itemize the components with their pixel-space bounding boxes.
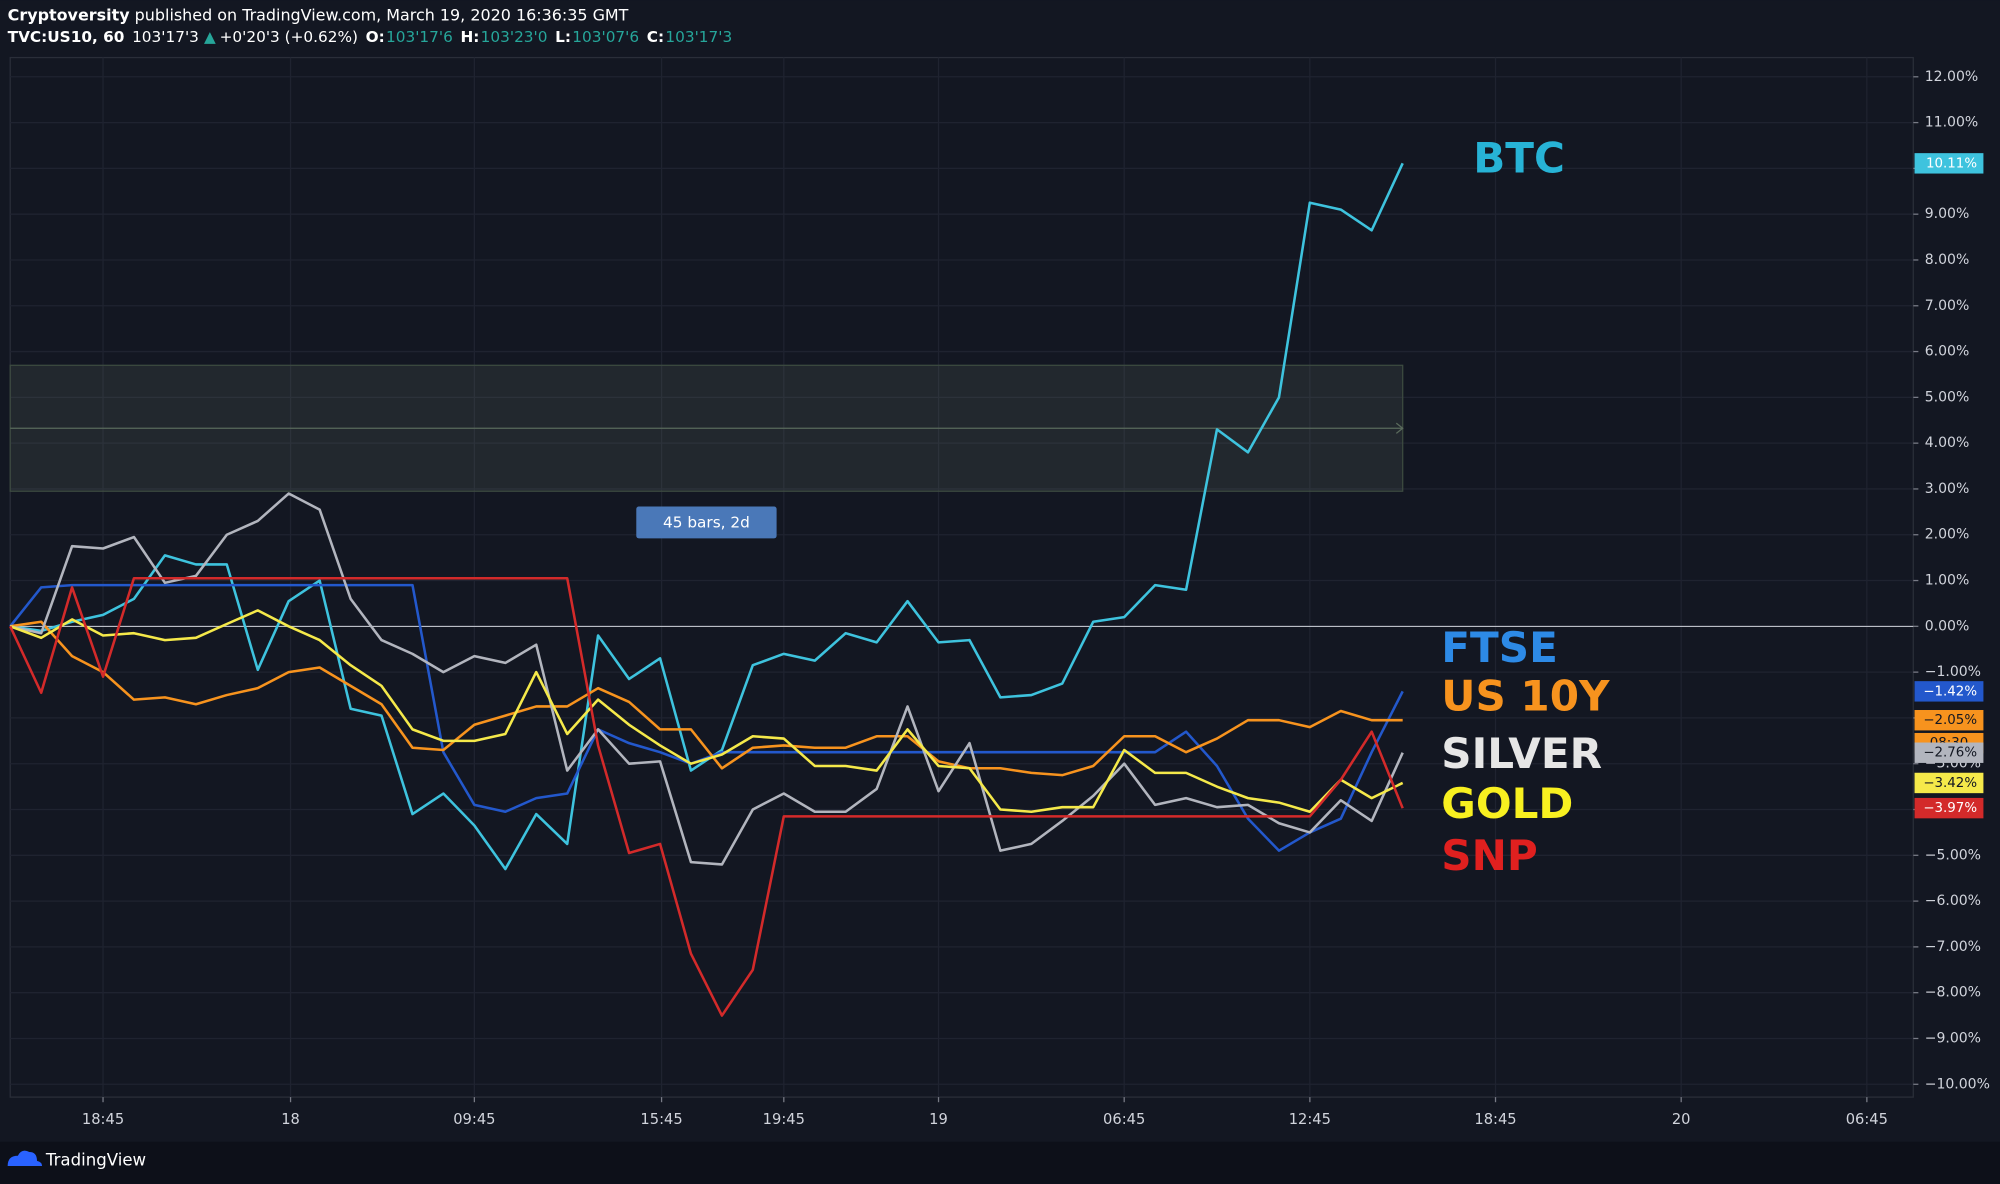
change: +0'20'3 (+0.62%) <box>220 28 358 46</box>
y-tick-label: 11.00% <box>1925 115 1978 131</box>
ohlc-label: C: <box>647 28 664 46</box>
author: Cryptoversity <box>8 5 131 24</box>
y-tick-label: 1.00% <box>1925 573 1970 589</box>
legend-label: SNP <box>1441 831 1537 880</box>
y-tick-label: −7.00% <box>1925 939 1981 955</box>
price-tag <box>1914 797 1984 819</box>
series-line <box>9 609 1404 814</box>
y-tick-label: −8.00% <box>1925 985 1981 1001</box>
x-tick-label: 06:45 <box>1846 1111 1888 1128</box>
series-line <box>10 620 1403 777</box>
ohlc-value: 103'07'6 <box>572 28 639 46</box>
legend-label: SILVER <box>1441 729 1602 778</box>
measure-label-box <box>636 506 777 539</box>
price-tag-label: −2.05% <box>1923 713 1977 728</box>
x-tick-label: 19 <box>929 1111 948 1128</box>
y-tick-label: 8.00% <box>1925 252 1970 268</box>
y-tick-label: 5.00% <box>1925 389 1970 405</box>
plot-area <box>9 56 1914 1098</box>
price-tag-label: −3.42% <box>1923 776 1977 791</box>
y-tick-label: −9.00% <box>1925 1030 1981 1046</box>
series-line <box>9 492 1404 866</box>
x-tick-label: 18:45 <box>82 1111 124 1128</box>
x-tick-label: 09:45 <box>453 1111 495 1128</box>
y-tick-label: 6.00% <box>1925 344 1970 360</box>
price-tag-label: −1.42% <box>1923 684 1977 699</box>
y-tick-label: 9.00% <box>1925 206 1970 222</box>
published: published on TradingView.com, March 19, … <box>135 5 629 24</box>
brand: TradingView <box>45 1150 146 1169</box>
price-tag <box>1914 710 1984 731</box>
ohlc-value: 103'17'3 <box>665 28 732 46</box>
x-tick-label: 18:45 <box>1474 1111 1516 1128</box>
price-tag <box>1914 742 1984 763</box>
y-tick-label: 3.00% <box>1925 481 1970 497</box>
y-tick-label: 7.00% <box>1925 298 1970 314</box>
measure-label: 45 bars, 2d <box>663 514 750 532</box>
ohlc-label: H: <box>460 28 479 46</box>
footer-bar <box>0 1141 2000 1184</box>
price-tag <box>1914 681 1984 702</box>
ohlc-value: 103'23'0 <box>481 28 548 46</box>
measure-arrow <box>1395 422 1404 434</box>
price-tag-label: 10.11% <box>1926 156 1977 171</box>
price: 103'17'3 <box>132 28 199 46</box>
price-tag <box>1914 153 1984 174</box>
ohlc-value: 103'17'6 <box>386 28 453 46</box>
x-tick-label: 20 <box>1672 1111 1691 1128</box>
y-tick-label: 4.00% <box>1925 435 1970 451</box>
change-arrow: ▲ <box>204 28 216 46</box>
series-line <box>9 576 1404 1017</box>
y-tick-label: −6.00% <box>1925 893 1981 909</box>
y-tick-label: 12.00% <box>1925 69 1978 85</box>
y-tick-label: 2.00% <box>1925 527 1970 543</box>
x-tick-label: 06:45 <box>1103 1111 1145 1128</box>
x-tick-label: 19:45 <box>763 1111 805 1128</box>
symbol: TVC:US10, 60 <box>8 28 125 46</box>
y-tick-label: 0.00% <box>1925 618 1970 634</box>
symbol-line: TVC:US10, 60 103'17'3 ▲ +0'20'3 (+0.62%) O:1… <box>8 28 733 46</box>
price-tag-label: −2.76% <box>1923 746 1977 761</box>
price-tag <box>1914 772 1984 794</box>
legend-label: BTC <box>1473 133 1565 182</box>
x-tick-label: 12:45 <box>1289 1111 1331 1128</box>
legend-label: GOLD <box>1441 779 1573 828</box>
logo-icon <box>7 1150 43 1166</box>
x-tick-label: 18 <box>281 1111 300 1128</box>
y-tick-label: −5.00% <box>1925 847 1981 863</box>
logo: TradingView <box>7 1150 146 1169</box>
y-tick-label: −10.00% <box>1925 1076 1990 1092</box>
x-tick-label: 15:45 <box>640 1111 682 1128</box>
ohlc-label: L: <box>555 28 571 46</box>
legend-label: FTSE <box>1441 623 1557 672</box>
publish-line: Cryptoversity published on TradingView.co… <box>8 5 629 24</box>
y-tick-label: −1.00% <box>1925 664 1981 680</box>
ohlc-label: O: <box>366 28 385 46</box>
legend-label: US 10Y <box>1441 672 1610 721</box>
price-tag-label: −3.97% <box>1923 801 1977 816</box>
